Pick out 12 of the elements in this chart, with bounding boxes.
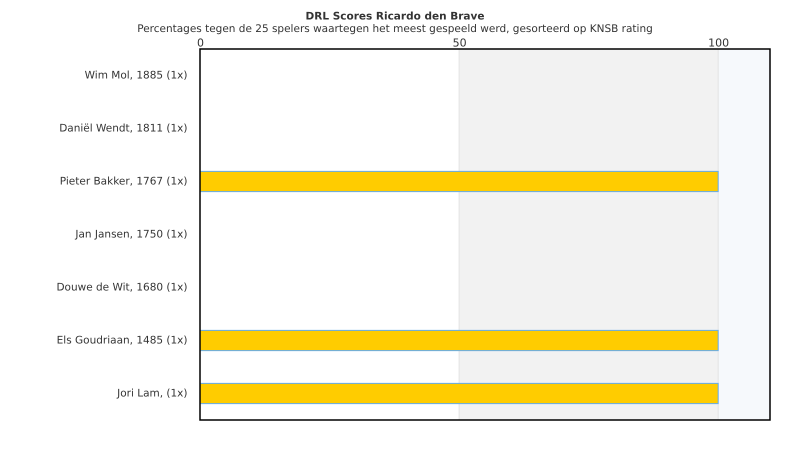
y-tick-label: Pieter Bakker, 1767 (1x) — [60, 176, 188, 188]
y-tick-label: Jan Jansen, 1750 (1x) — [74, 228, 188, 240]
y-tick-label: Douwe de Wit, 1680 (1x) — [56, 282, 188, 294]
chart-subtitle: Percentages tegen de 25 spelers waartegen het meest gespeeld werd, gesorteerd op KNSB rating — [137, 23, 653, 35]
y-tick-label: Daniël Wendt, 1811 (1x) — [59, 122, 188, 134]
x-tick-label: 0 — [197, 36, 204, 50]
chart-title: DRL Scores Ricardo den Brave — [306, 10, 484, 22]
y-tick-label: Els Goudriaan, 1485 (1x) — [56, 334, 188, 346]
x-tick-label: 50 — [452, 36, 467, 50]
x-tick-label: 100 — [708, 36, 730, 50]
y-tick-label: Wim Mol, 1885 (1x) — [84, 70, 188, 82]
y-tick-label: Jori Lam, (1x) — [116, 388, 188, 400]
